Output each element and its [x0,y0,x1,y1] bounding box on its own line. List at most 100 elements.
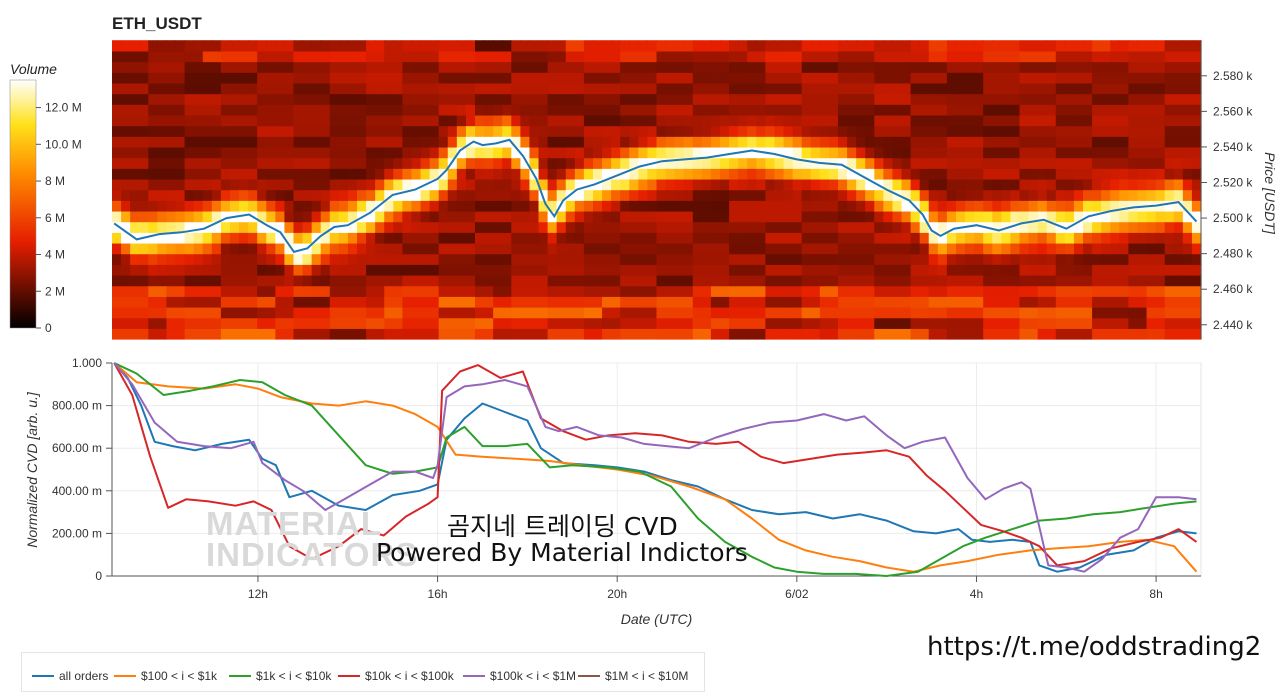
heatmap-cell [384,221,394,233]
heatmap-cell [946,61,957,73]
heatmap-cell [293,114,304,127]
heatmap-cell [1001,285,1012,297]
heatmap-cell [438,296,449,308]
heatmap-cell [1119,146,1129,159]
heatmap-cell [420,200,431,212]
heatmap-cell [248,306,258,319]
legend-item[interactable]: $1k < i < $10k [229,669,331,683]
heatmap-cell [583,306,594,319]
heatmap-cell [1019,296,1030,308]
heatmap-cell [229,136,240,148]
heatmap-cell [1146,317,1157,329]
heatmap-cell [756,104,766,116]
heatmap-cell [384,178,394,191]
heatmap-cell [928,61,939,73]
heatmap-cell [838,93,848,105]
heatmap-cell [946,168,957,180]
heatmap-cell [1182,306,1193,319]
heatmap-cell [583,317,594,329]
heatmap-cell [302,296,313,308]
heatmap-cell [166,93,177,105]
heatmap-cell [366,168,376,180]
heatmap-cell [139,125,149,137]
heatmap-cell [493,328,503,340]
heatmap-cell [701,285,712,297]
heatmap-cell [974,253,984,265]
heatmap-cell [1001,146,1012,159]
heatmap-cell [175,125,186,137]
heatmap-cell [592,232,603,244]
heatmap-cell [1182,232,1193,244]
heatmap-cell [865,178,875,191]
heatmap-cell [756,82,766,95]
heatmap-cell [892,61,903,73]
heatmap-cell [112,242,122,255]
heatmap-cell [692,157,703,169]
heatmap-cell [1173,264,1184,276]
legend-label: $1M < i < $10M [605,669,689,683]
heatmap-cell [738,232,748,244]
heatmap-cell [375,189,385,201]
heatmap-cell [638,178,649,191]
heatmap-cell [974,178,984,191]
heatmap-cell [611,285,621,297]
heatmap-cell [1164,210,1175,223]
legend-item[interactable]: $100k < i < $1M [463,669,576,683]
heatmap-cell [1010,40,1021,52]
heatmap-cell [1001,72,1012,84]
heatmap-cell [856,317,866,329]
heatmap-cell [239,82,249,95]
heatmap-cell [810,40,821,52]
heatmap-cell [1010,136,1021,148]
legend-item[interactable]: $1M < i < $10M [578,669,688,683]
heatmap-cell [946,50,957,63]
heatmap-cell [892,232,903,244]
heatmap-cell [856,136,866,148]
heatmap-cell [674,210,685,223]
heatmap-cell [329,306,340,319]
heatmap-cell [729,296,739,308]
heatmap-cell [629,146,639,159]
heatmap-cell [347,178,358,191]
heatmap-cell [475,274,485,287]
legend-item[interactable]: $100 < i < $1k [114,669,217,683]
heatmap-cell [239,157,249,169]
heatmap-cell [284,168,295,180]
legend-item[interactable]: $10k < i < $100k [338,669,454,683]
heatmap-cell [665,93,676,105]
heatmap-cell [338,274,349,287]
heatmap-cell [919,114,930,127]
heatmap-cell [493,232,503,244]
heatmap-cell [1073,306,1084,319]
heatmap-cell [1010,296,1021,308]
heatmap-cell [357,93,367,105]
heatmap-cell [157,189,168,201]
heatmap-cell [1146,114,1157,127]
heatmap-cell [411,157,422,169]
heatmap-cell [502,50,512,63]
heatmap-cell [1173,40,1184,52]
heatmap-cell [620,125,630,137]
heatmap-cell [502,274,512,287]
heatmap-cell [175,253,186,265]
legend-item[interactable]: all orders [32,669,108,683]
heatmap-cell [257,296,267,308]
heatmap-cell [565,125,576,137]
heatmap-cell [139,146,149,159]
heatmap-cell [683,40,694,52]
heatmap-cell [1191,125,1202,137]
heatmap-cell [465,125,476,137]
heatmap-cell [1028,285,1039,297]
heatmap-cell [520,178,531,191]
heatmap-cell [602,296,612,308]
heatmap-cell [828,114,839,127]
heatmap-cell [674,296,685,308]
heatmap-cell [856,72,866,84]
heatmap-cell [447,157,458,169]
heatmap-cell [810,50,821,63]
heatmap-cell [647,285,658,297]
heatmap-cell [366,82,376,95]
heatmap-cell [1164,61,1175,73]
heatmap-cell [1055,40,1066,52]
heatmap-cell [656,125,667,137]
